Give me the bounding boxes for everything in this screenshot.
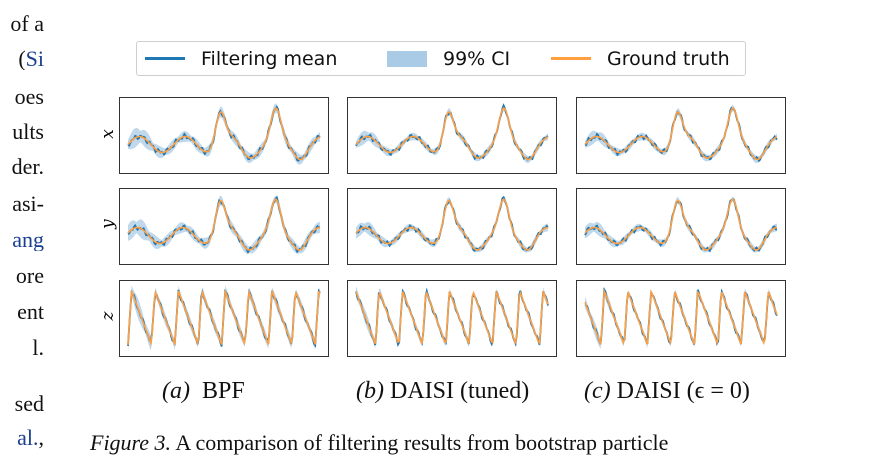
- citation-link[interactable]: al.: [17, 427, 39, 449]
- subfigure-label-b: (b) DAISI (tuned): [356, 378, 530, 404]
- ground-truth-line: [355, 198, 549, 251]
- text-line: sed: [14, 393, 44, 415]
- figure-caption: Figure 3. A comparison of filtering resu…: [90, 430, 668, 456]
- panel-z-2: [347, 280, 557, 357]
- citation-link[interactable]: ang: [12, 229, 44, 251]
- text-line: (Si: [18, 48, 44, 70]
- text-line: of a: [10, 13, 44, 35]
- panel-plot: [355, 103, 549, 164]
- ground-truth-line: [127, 198, 321, 251]
- legend-label: Ground truth: [607, 47, 730, 70]
- text-line: ore: [15, 265, 44, 287]
- panel-plot: [584, 286, 778, 349]
- panel-plot: [584, 196, 778, 253]
- panel-plot: [127, 103, 321, 165]
- ground-truth-line: [127, 107, 321, 161]
- panel-x-1: [119, 97, 329, 174]
- row-label-z: z: [98, 311, 118, 321]
- text-line: al.,: [17, 427, 44, 449]
- text-line: ent: [17, 301, 44, 323]
- legend-item-mean: Filtering mean: [145, 42, 337, 75]
- panel-x-3: [576, 97, 786, 174]
- panel-x-2: [347, 97, 557, 174]
- panel-z-3: [576, 280, 786, 357]
- ground-truth-line: [584, 288, 778, 346]
- row-label-x: x: [98, 129, 118, 139]
- legend-label: 99% CI: [443, 47, 511, 70]
- text-line: l.: [32, 337, 44, 359]
- ci-band: [128, 103, 320, 165]
- ground-truth-line: [127, 289, 321, 347]
- ci-band: [585, 104, 777, 164]
- legend-swatch-mean: [145, 57, 185, 60]
- caption-label: Figure 3.: [90, 430, 172, 455]
- legend-item-truth: Ground truth: [551, 42, 730, 75]
- ground-truth-line: [584, 107, 778, 161]
- panel-plot: [584, 104, 778, 164]
- ground-truth-line: [355, 107, 549, 161]
- panel-y-1: [119, 188, 329, 265]
- panel-z-1: [119, 280, 329, 357]
- legend-swatch-ci: [387, 50, 427, 67]
- text-line: der.: [11, 156, 44, 178]
- text-line: ults: [12, 121, 44, 143]
- ci-band: [356, 104, 548, 164]
- legend-item-ci: 99% CI: [387, 42, 510, 75]
- text-line: asi-: [12, 193, 44, 215]
- text-line: ang: [0, 229, 44, 251]
- row-label-y: y: [98, 219, 118, 229]
- panel-y-3: [576, 188, 786, 265]
- text-line: oes: [14, 86, 44, 108]
- panel-plot: [355, 195, 549, 253]
- subfigure-label-c: (c) DAISI (ϵ = 0): [584, 378, 750, 404]
- legend-swatch-truth: [551, 57, 591, 60]
- panel-plot: [127, 195, 321, 254]
- panel-plot: [355, 286, 549, 349]
- panel-y-2: [347, 188, 557, 265]
- panel-plot: [127, 284, 321, 353]
- subfigure-label-a: (a) BPF: [162, 378, 245, 404]
- legend-label: Filtering mean: [201, 47, 338, 70]
- ground-truth-line: [355, 290, 549, 345]
- legend: Filtering mean 99% CI Ground truth: [136, 41, 746, 76]
- caption-text: A comparison of filtering results from b…: [175, 430, 669, 455]
- ground-truth-line: [584, 198, 778, 251]
- citation-link[interactable]: Si: [25, 48, 44, 70]
